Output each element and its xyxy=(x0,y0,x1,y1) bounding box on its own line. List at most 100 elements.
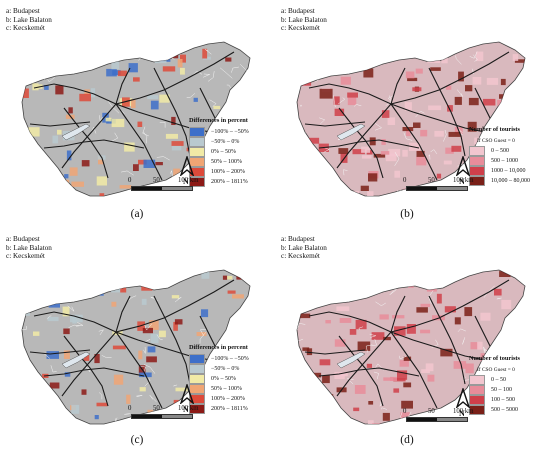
region-patch xyxy=(138,350,143,360)
region-patch xyxy=(173,168,180,176)
road xyxy=(336,103,392,169)
region-patch xyxy=(472,76,482,85)
municipal-boundary xyxy=(76,43,83,49)
municipal-boundary xyxy=(144,378,151,387)
municipal-boundary xyxy=(156,156,170,161)
region-patch xyxy=(413,52,424,56)
legend-swatch xyxy=(469,166,485,176)
region-patch xyxy=(354,385,366,394)
region-patch xyxy=(408,283,414,288)
municipal-boundary xyxy=(300,412,304,417)
municipal-boundary xyxy=(173,384,178,387)
municipal-boundary xyxy=(186,93,196,98)
region-patch xyxy=(470,342,480,350)
region-patch xyxy=(57,129,62,135)
region-patch xyxy=(34,401,40,405)
municipal-boundary xyxy=(485,188,493,194)
region-patch xyxy=(66,416,71,420)
municipal-boundary xyxy=(297,323,306,330)
legend-label: 100 – 500 xyxy=(491,397,515,403)
region-patch xyxy=(146,356,157,363)
region-patch xyxy=(443,160,452,165)
region-patch xyxy=(379,314,389,320)
municipal-boundary xyxy=(297,290,302,298)
region-patch xyxy=(520,104,525,110)
region-patch xyxy=(477,341,483,350)
municipal-boundary xyxy=(51,48,63,61)
municipal-boundary xyxy=(161,50,175,60)
region-patch xyxy=(222,275,228,280)
municipal-boundary xyxy=(226,84,232,89)
region-patch xyxy=(106,68,117,77)
region-patch xyxy=(500,78,506,86)
legend-title: Differences in percent xyxy=(189,117,248,124)
municipal-boundary xyxy=(337,276,344,284)
scale-label: 50 xyxy=(153,177,160,184)
legend: Number of tourists If CSO Guest = 0 0 – … xyxy=(469,354,520,415)
region-patch xyxy=(433,48,443,54)
region-patch xyxy=(352,149,365,155)
region-patch xyxy=(406,128,411,137)
region-patch xyxy=(46,351,59,359)
region-patch xyxy=(380,151,390,155)
region-patch xyxy=(94,354,100,364)
legend-item: −50% – 0% xyxy=(189,137,249,147)
region-patch xyxy=(202,48,208,59)
north-arrow-icon xyxy=(180,156,194,176)
region-patch xyxy=(44,85,49,90)
region-patch xyxy=(371,332,385,340)
legend-swatch xyxy=(189,404,205,414)
municipal-boundary xyxy=(333,95,336,108)
region-patch xyxy=(141,298,147,305)
region-patch xyxy=(304,271,314,275)
region-patch xyxy=(399,51,407,56)
region-patch xyxy=(413,122,421,128)
region-patch xyxy=(480,312,491,321)
region-patch xyxy=(408,195,416,196)
municipal-boundary xyxy=(124,413,131,415)
panel-d: a: Budapest b: Lake Balaton c: Kecskemét… xyxy=(275,228,550,456)
region-patch xyxy=(337,53,346,57)
region-patch xyxy=(141,276,147,280)
place-lake-balaton: b: Lake Balaton xyxy=(281,243,327,252)
region-patch xyxy=(26,59,32,66)
region-patch xyxy=(406,324,416,334)
municipal-boundary xyxy=(337,97,346,105)
place-kecskemet: c: Kecskemét xyxy=(6,252,45,261)
legend-note: If CSO Guest = 0 xyxy=(477,138,515,144)
place-budapest: a: Budapest xyxy=(281,7,315,15)
region-patch xyxy=(41,68,50,73)
region-patch xyxy=(220,420,228,424)
municipal-boundary xyxy=(47,315,52,320)
place-kecskemet: c: Kecskemét xyxy=(281,252,320,261)
region-patch xyxy=(512,54,519,61)
region-patch xyxy=(35,419,41,424)
region-patch xyxy=(64,350,70,359)
region-patch xyxy=(311,293,324,297)
region-patch xyxy=(142,327,153,334)
region-patch xyxy=(137,121,143,127)
region-patch xyxy=(133,164,139,171)
region-patch xyxy=(492,117,504,125)
region-patch xyxy=(376,277,387,282)
municipal-boundary xyxy=(98,329,105,336)
region-patch xyxy=(444,306,456,313)
region-patch xyxy=(180,67,185,75)
municipal-boundary xyxy=(398,355,407,360)
region-patch xyxy=(147,95,159,100)
municipal-boundary xyxy=(22,56,24,66)
region-patch xyxy=(299,394,308,400)
municipal-boundary xyxy=(50,365,57,373)
road xyxy=(304,121,366,127)
road xyxy=(308,83,392,105)
region-patch xyxy=(392,315,405,319)
legend-label: −100% – −50% xyxy=(211,129,249,135)
region-patch xyxy=(368,173,378,182)
road xyxy=(115,331,163,409)
region-patch xyxy=(401,400,413,409)
road xyxy=(61,103,117,169)
region-patch xyxy=(334,339,346,347)
region-patch xyxy=(436,293,442,304)
region-patch xyxy=(425,363,434,372)
region-patch xyxy=(22,88,29,98)
